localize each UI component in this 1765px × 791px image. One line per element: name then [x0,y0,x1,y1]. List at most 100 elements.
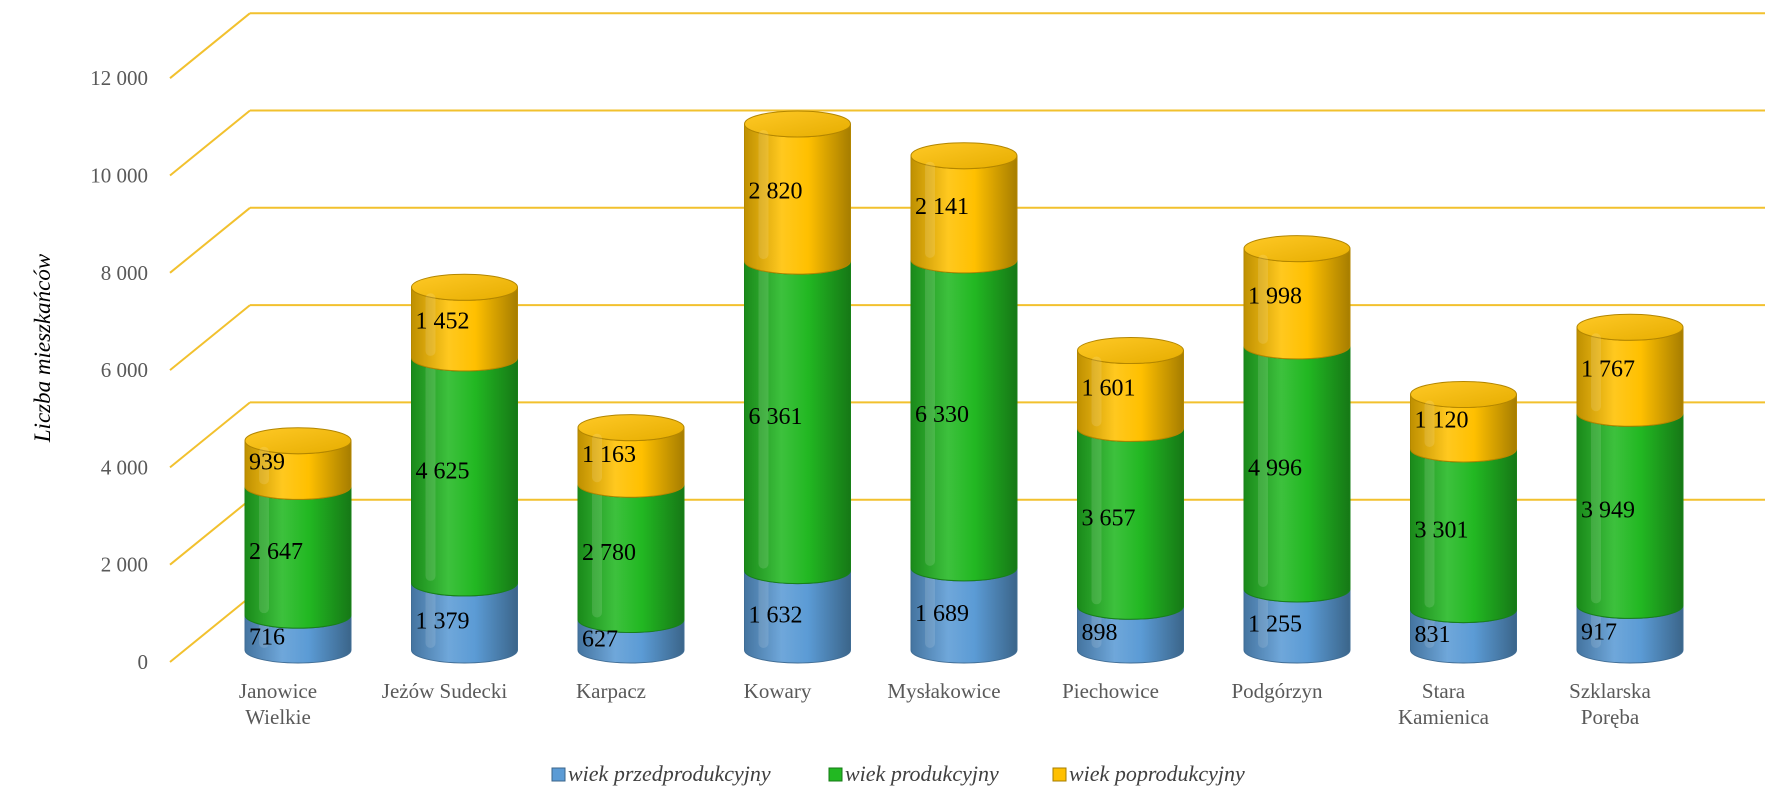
x-category-label: Janowice [239,679,317,703]
x-category-label: Jeżów Sudecki [382,679,508,703]
data-label: 1 767 [1581,356,1635,382]
legend-item: wiek przedprodukcyjny [551,761,771,786]
bar-highlight [1091,434,1102,605]
gridline-diagonal [169,207,251,274]
legend-item: wiek produkcyjny [828,761,999,786]
data-label: 2 780 [582,540,636,566]
data-label: 831 [1415,622,1451,648]
bar-segment-top [744,110,851,138]
y-tick-label: 12 000 [90,66,148,90]
bar-highlight [592,625,602,648]
bar-highlight [1258,254,1268,344]
bar-highlight [592,490,602,618]
gridline-diagonal [169,12,251,79]
bar-segment-top [411,273,518,301]
data-label: 2 820 [749,179,803,205]
y-tick-label: 8 000 [101,261,148,285]
data-label: 6 330 [915,402,969,428]
data-label: 716 [249,625,285,651]
x-category-label: Wielkie [245,705,311,729]
bar-segment-2 [411,273,518,372]
legend: wiek przedprodukcyjny wiek produkcyjny wie… [551,761,1245,786]
bar-segment-2 [1243,235,1351,360]
x-category-label: Podgórzyn [1232,679,1323,703]
bar-highlight [1591,333,1601,412]
y-tick-label: 2 000 [101,553,148,577]
bar-highlight [259,492,269,614]
bar-highlight [259,446,269,485]
bar-segment-2 [1576,313,1684,427]
bar-stack: 898 3 657 1 601 [1077,337,1184,664]
data-label: 3 301 [1415,517,1469,543]
data-label: 917 [1581,620,1617,646]
bar-stack: 1 689 6 330 2 141 [910,142,1018,664]
data-label: 3 657 [1082,505,1136,531]
bar-stack: 1 255 4 996 1 998 [1243,235,1351,664]
y-tick-label: 4 000 [101,455,148,479]
data-label: 4 625 [416,458,470,484]
bar-highlight [592,433,602,483]
data-label: 1 379 [416,608,470,634]
y-axis: 0 2 000 4 000 6 000 8 000 10 000 12 000 [90,66,148,674]
bar-segment-top [1243,235,1351,263]
x-category-label: Kamienica [1398,705,1490,729]
data-label: 4 996 [1248,455,1302,481]
gridline-diagonal [169,498,251,566]
data-label: 6 361 [749,404,803,430]
x-category-label: Stara [1422,679,1466,703]
data-label: 2 141 [915,194,969,220]
bar-segment-top [1576,313,1684,341]
legend-item: wiek poprodukcyjny [1052,761,1245,786]
legend-swatch [828,767,843,782]
data-label: 898 [1082,620,1118,646]
bar-highlight [1424,615,1435,648]
bar-stack: 1 632 6 361 2 820 [744,110,851,664]
bar-segment-2 [1077,337,1184,442]
legend-swatch [551,767,566,782]
x-category-label: Kowary [744,679,812,703]
bar-highlight [1091,612,1102,648]
x-category-label: Poręba [1581,705,1640,729]
bar-segment-2 [744,110,851,275]
data-label: 627 [582,627,618,653]
bar-segment-2 [244,427,352,500]
bar-highlight [425,588,436,648]
legend-label: wiek produkcyjny [845,761,999,786]
bar-segment-top [577,414,685,442]
bar-highlight [925,161,935,258]
bar-segment-2 [1410,380,1517,463]
bar-highlight [1424,400,1435,447]
bar-highlight [758,129,769,260]
x-category-label: Szklarska [1569,679,1651,703]
bar-segment-top [244,427,352,455]
bar-highlight [259,621,269,648]
legend-label: wiek przedprodukcyjny [568,761,771,786]
bar-stack: 831 3 301 1 120 [1410,380,1517,664]
bar-highlight [1258,594,1268,648]
bar-segment-top [1410,380,1517,408]
bar-stack: 917 3 949 1 767 [1576,313,1684,664]
bar-highlight [925,265,935,566]
data-label: 3 949 [1581,497,1635,523]
data-label: 1 601 [1082,375,1136,401]
bar-stack: 627 2 780 1 163 [577,414,685,664]
gridline-diagonal [169,304,251,371]
x-category-label: Piechowice [1062,679,1159,703]
legend-swatch [1052,767,1067,782]
bar-highlight [1258,351,1268,587]
y-tick-label: 6 000 [101,358,148,382]
y-axis-label: Liczba mieszkańców [30,253,55,443]
data-label: 1 120 [1415,408,1469,434]
gridline-diagonal [169,401,251,469]
bar-segment-2 [577,414,685,498]
bar-stack: 716 2 647 939 [244,427,352,664]
data-label: 939 [249,450,285,476]
bar-segment-2 [910,142,1018,274]
bar-highlight [758,267,769,569]
gridline-diagonal [169,109,251,177]
bar-highlight [1091,356,1102,427]
bar-stack: 1 379 4 625 1 452 [411,273,518,664]
data-label: 1 632 [749,602,803,628]
